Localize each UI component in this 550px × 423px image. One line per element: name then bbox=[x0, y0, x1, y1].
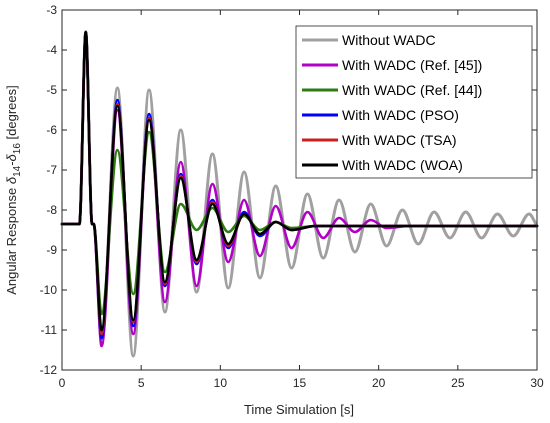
x-tick-label: 25 bbox=[451, 376, 465, 390]
legend-label: With WADC (PSO) bbox=[342, 107, 459, 123]
x-tick-label: 30 bbox=[530, 376, 544, 390]
y-tick-label: -8 bbox=[46, 203, 57, 217]
x-tick-label: 20 bbox=[372, 376, 386, 390]
y-tick-label: -3 bbox=[46, 3, 57, 17]
x-tick-label: 15 bbox=[293, 376, 307, 390]
legend-box bbox=[295, 25, 533, 179]
x-axis-label: Time Simulation [s] bbox=[244, 402, 354, 417]
y-tick-label: -4 bbox=[46, 43, 57, 57]
y-axis-label-prefix: Angular Response bbox=[4, 184, 19, 295]
y-axis-label-suffix: [degrees] bbox=[4, 85, 19, 143]
legend-label: With WADC (Ref. [45]) bbox=[342, 57, 482, 73]
legend-label: With WADC (WOA) bbox=[342, 157, 463, 173]
legend-label: With WADC (TSA) bbox=[342, 132, 457, 148]
y-axis-label-dash: - bbox=[4, 161, 19, 165]
y-tick-label: -5 bbox=[46, 83, 57, 97]
legend: Without WADC With WADC (Ref. [45]) With WA… bbox=[295, 25, 533, 179]
y-tick-label: -12 bbox=[40, 363, 58, 377]
y-axis-label-delta-1: δ bbox=[4, 176, 19, 184]
y-tick-label: -11 bbox=[41, 323, 58, 337]
x-tick-label: 0 bbox=[59, 376, 66, 390]
y-axis-label-delta-2: δ bbox=[4, 153, 19, 161]
y-tick-label: -7 bbox=[46, 163, 57, 177]
legend-items: Without WADC With WADC (Ref. [45]) With WA… bbox=[302, 32, 482, 173]
y-tick-label: -10 bbox=[40, 283, 58, 297]
y-axis-label: Angular Response δ14-δ16 [degrees] bbox=[4, 85, 23, 294]
y-tick-label: -6 bbox=[46, 123, 57, 137]
series-line-6 bbox=[60, 30, 539, 332]
legend-label: With WADC (Ref. [44]) bbox=[342, 82, 482, 98]
series-layer bbox=[60, 30, 539, 358]
x-tick-label: 10 bbox=[214, 376, 228, 390]
y-axis-label-sub-1: 14 bbox=[12, 165, 23, 177]
legend-label: Without WADC bbox=[342, 32, 436, 48]
y-tick-label: -9 bbox=[46, 243, 57, 257]
ticks-layer: 0 5 10 15 20 25 30 -3 -4 -5 -6 -7 -8 -9 -10 -11 -12 bbox=[40, 3, 544, 390]
y-axis-label-sub-2: 16 bbox=[12, 143, 23, 155]
x-tick-label: 5 bbox=[138, 376, 145, 390]
